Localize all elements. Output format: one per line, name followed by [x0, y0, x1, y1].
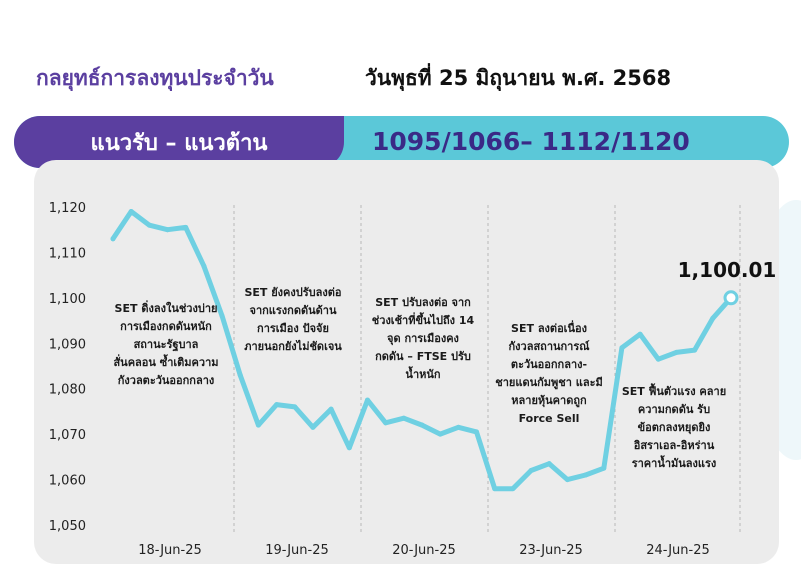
annotation-line: อิสราเอล-อิหร่าน [633, 439, 715, 452]
x-day-label: 18-Jun-25 [138, 543, 202, 558]
data-point [655, 356, 661, 362]
data-point [128, 209, 134, 215]
annotation-line: SET ยังคงปรับลงต่อ [244, 286, 342, 299]
annotation-line: กังวลสถานการณ์ [508, 340, 590, 353]
annotation-line: จากแรงกดดันด้าน [249, 304, 337, 317]
annotation-line: SET ดิ่งลงในช่วงบ่าย [114, 302, 218, 315]
annotation-line: ความกดดัน รับ [637, 403, 711, 416]
day-annotation: SET ฟื้นตัวแรง คลายความกดดัน รับข้อตกลงห… [617, 383, 731, 473]
data-point [510, 486, 516, 492]
data-point [492, 486, 498, 492]
y-tick-label: 1,120 [49, 201, 86, 216]
last-value-label: 1,100.01 [678, 258, 777, 282]
data-point [528, 467, 534, 473]
data-point [237, 372, 243, 378]
data-point [583, 472, 589, 478]
annotation-line: ช่วงเช้าที่ขึ้นไปถึง 14 [371, 314, 475, 327]
annotation-line: การเมือง ปัจจัย [257, 322, 329, 335]
data-point [455, 424, 461, 430]
data-point [673, 349, 679, 355]
y-tick-label: 1,100 [49, 292, 86, 307]
annotation-line: การเมืองกดดันหนัก [120, 320, 212, 333]
data-point [710, 315, 716, 321]
data-point [165, 227, 171, 233]
support-resistance-values: 1095/1066– 1112/1120 [372, 127, 690, 156]
y-tick-label: 1,060 [49, 474, 86, 489]
data-point [692, 347, 698, 353]
data-point [255, 422, 261, 428]
annotation-line: ข้อตกลงหยุดยิง [637, 421, 711, 434]
annotation-line: กังวลตะวันออกกลาง [117, 374, 215, 387]
annotation-line: กดดัน – FTSE ปรับ [375, 350, 471, 363]
data-point [619, 345, 625, 351]
data-point [401, 415, 407, 421]
y-tick-label: 1,070 [49, 428, 86, 443]
x-day-label: 19-Jun-25 [265, 543, 329, 558]
y-tick-label: 1,090 [49, 337, 86, 352]
data-point [564, 477, 570, 483]
annotation-line: ชายแดนกัมพูชา และมี [495, 376, 603, 389]
data-point [274, 402, 280, 408]
data-point [328, 406, 334, 412]
annotation-line: Force Sell [518, 412, 580, 425]
day-annotation: SET ดิ่งลงในช่วงบ่ายการเมืองกดดันหนักสถา… [104, 300, 228, 390]
data-point [183, 224, 189, 230]
data-point [146, 222, 152, 228]
data-point [474, 429, 480, 435]
last-point-marker [723, 290, 739, 306]
data-point [437, 431, 443, 437]
support-resistance-label: แนวรับ – แนวต้าน [14, 116, 344, 168]
y-tick-label: 1,110 [49, 246, 86, 261]
day-annotation: SET ปรับลงต่อ จากช่วงเช้าที่ขึ้นไปถึง 14… [357, 294, 489, 384]
data-point [601, 465, 607, 471]
annotation-line: SET ปรับลงต่อ จาก [375, 296, 471, 309]
annotation-line: ราคาน้ำมันลงแรง [631, 457, 717, 470]
annotation-line: ตะวันออกกลาง- [510, 358, 588, 371]
data-point [292, 404, 298, 410]
data-point [310, 424, 316, 430]
annotation-line: สั่นคลอน ซ้ำเติมความ [113, 356, 219, 369]
strategy-title: กลยุทธ์การลงทุนประจำวัน [36, 66, 274, 90]
annotation-line: SET ลงต่อเนื่อง [511, 322, 587, 335]
annotation-line: ภายนอกยังไม่ชัดเจน [244, 340, 342, 353]
x-day-label: 20-Jun-25 [392, 543, 456, 558]
y-tick-label: 1,080 [49, 383, 86, 398]
date-title: วันพุธที่ 25 มิถุนายน พ.ศ. 2568 [365, 66, 672, 90]
data-point [419, 422, 425, 428]
data-point [110, 236, 116, 242]
data-point [546, 461, 552, 467]
data-point [364, 397, 370, 403]
data-point [383, 420, 389, 426]
x-day-label: 24-Jun-25 [646, 543, 710, 558]
day-annotation: SET ยังคงปรับลงต่อจากแรงกดดันด้านการเมือ… [231, 284, 355, 356]
annotation-line: จุด การเมืองคง [387, 332, 459, 345]
day-annotation: SET ลงต่อเนื่องกังวลสถานการณ์ตะวันออกกลา… [484, 320, 614, 428]
y-tick-label: 1,050 [49, 519, 86, 534]
annotation-line: สถานะรัฐบาล [133, 338, 199, 351]
annotation-line: หลายหุ้นคาดถูก [511, 394, 587, 407]
annotation-line: SET ฟื้นตัวแรง คลาย [621, 385, 727, 398]
x-day-label: 23-Jun-25 [519, 543, 583, 558]
data-point [637, 331, 643, 337]
data-point [219, 313, 225, 319]
data-point [346, 445, 352, 451]
annotation-line: น้ำหนัก [405, 368, 441, 381]
data-point [201, 263, 207, 269]
